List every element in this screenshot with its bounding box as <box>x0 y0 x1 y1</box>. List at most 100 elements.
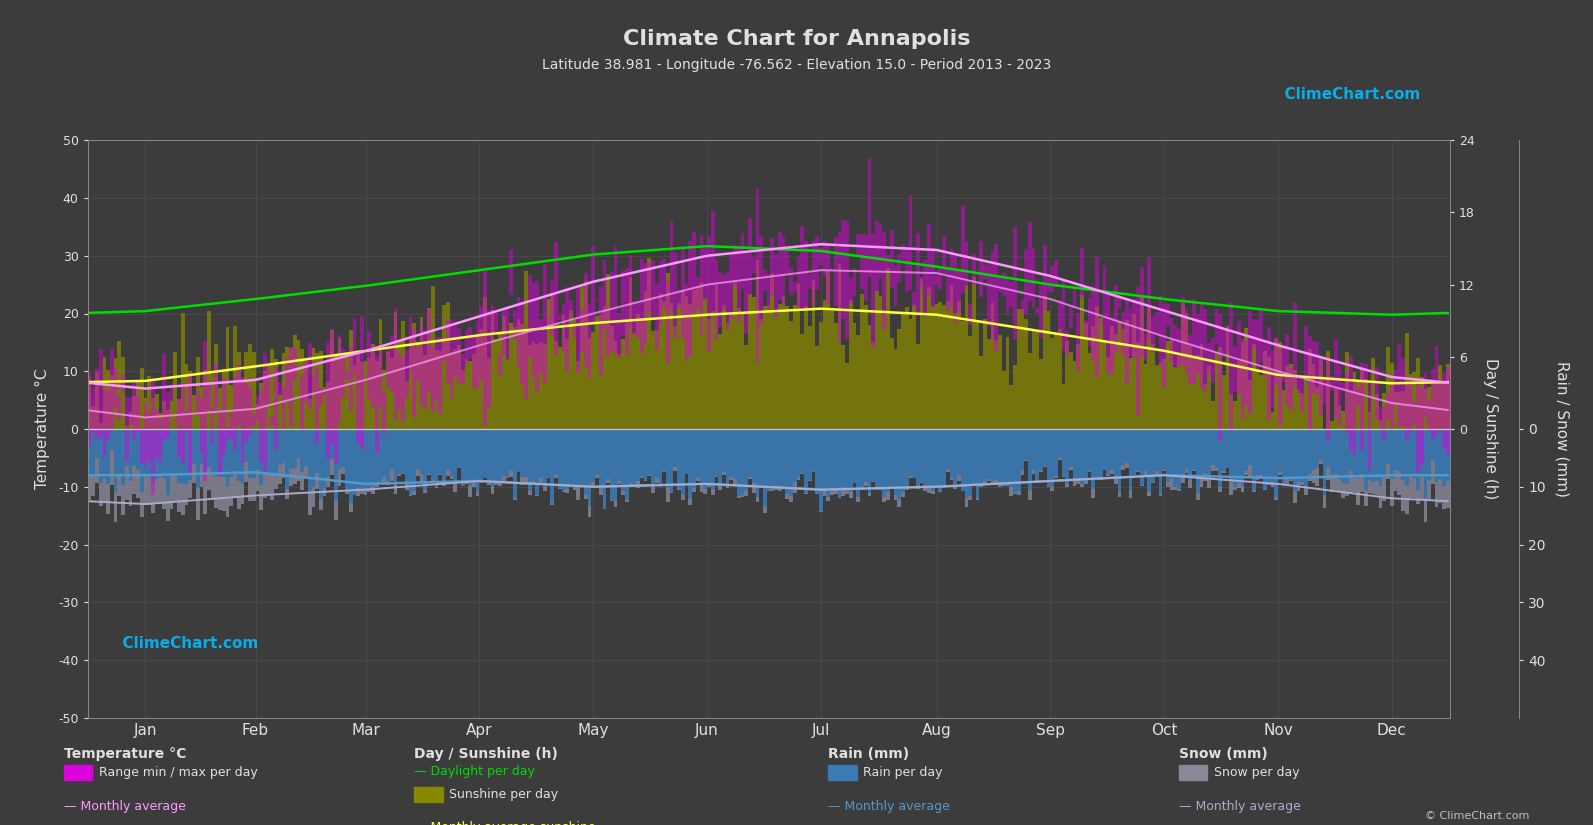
Bar <box>1099 321 1102 324</box>
Bar <box>785 249 789 274</box>
Bar <box>1094 429 1099 477</box>
Bar <box>1305 429 1308 487</box>
Bar <box>1169 318 1174 364</box>
Bar <box>741 495 744 497</box>
Bar <box>699 235 704 336</box>
Bar <box>1050 429 1055 488</box>
Bar <box>1125 429 1129 463</box>
Bar <box>1032 429 1035 470</box>
Bar <box>1207 343 1211 374</box>
Bar <box>680 246 685 338</box>
Bar <box>1005 483 1010 486</box>
Bar <box>494 429 499 483</box>
Bar <box>902 429 905 493</box>
Bar <box>341 353 346 429</box>
Bar <box>499 429 502 483</box>
Bar <box>468 361 472 429</box>
Bar <box>465 429 468 481</box>
Bar <box>143 474 147 506</box>
Bar <box>151 398 155 429</box>
Bar <box>636 314 640 429</box>
Bar <box>301 349 304 429</box>
Bar <box>699 282 704 429</box>
Bar <box>91 476 96 497</box>
Bar <box>629 429 632 483</box>
Bar <box>524 271 527 429</box>
Bar <box>1372 358 1375 429</box>
Bar <box>846 429 849 492</box>
Bar <box>177 483 182 512</box>
Bar <box>875 221 879 290</box>
Bar <box>312 348 315 429</box>
Bar <box>766 305 771 429</box>
Bar <box>1413 372 1416 429</box>
Bar <box>733 245 738 286</box>
Bar <box>196 357 199 429</box>
Bar <box>1316 468 1319 486</box>
Bar <box>1327 351 1330 429</box>
Bar <box>491 310 494 429</box>
Bar <box>1260 310 1263 363</box>
Bar <box>274 367 277 450</box>
Bar <box>755 429 760 497</box>
Bar <box>1375 394 1378 429</box>
Bar <box>174 351 177 429</box>
Bar <box>704 429 707 488</box>
Bar <box>796 477 800 479</box>
Bar <box>849 277 852 304</box>
Bar <box>465 330 468 364</box>
Bar <box>674 326 677 429</box>
Bar <box>244 462 249 482</box>
Bar <box>1394 370 1397 404</box>
Bar <box>260 389 263 462</box>
Bar <box>994 340 999 429</box>
Bar <box>946 469 949 472</box>
Bar <box>1391 363 1394 429</box>
Bar <box>386 349 390 386</box>
Bar <box>696 478 699 481</box>
Bar <box>782 429 785 487</box>
Bar <box>88 371 91 447</box>
Bar <box>972 254 977 285</box>
Bar <box>1136 342 1141 429</box>
Bar <box>905 429 908 488</box>
Bar <box>382 370 386 429</box>
Bar <box>110 450 113 485</box>
Bar <box>647 263 652 312</box>
Bar <box>1419 478 1424 498</box>
Bar <box>1397 470 1402 495</box>
Bar <box>159 476 162 502</box>
Bar <box>99 483 102 506</box>
Bar <box>669 304 674 429</box>
Bar <box>1367 412 1372 429</box>
Bar <box>1244 341 1249 406</box>
Bar <box>233 326 237 429</box>
Bar <box>438 351 443 429</box>
Bar <box>513 310 516 339</box>
Bar <box>852 267 857 295</box>
Bar <box>543 429 546 487</box>
Bar <box>1330 475 1333 492</box>
Bar <box>774 254 777 317</box>
Bar <box>1330 421 1333 429</box>
Bar <box>413 429 416 491</box>
Bar <box>566 339 569 429</box>
Bar <box>1431 369 1435 440</box>
Bar <box>905 247 908 292</box>
Bar <box>1233 429 1236 488</box>
Bar <box>304 359 307 402</box>
Bar <box>741 233 744 289</box>
Bar <box>819 429 822 512</box>
Bar <box>215 429 218 476</box>
Bar <box>771 429 774 489</box>
Bar <box>479 306 483 380</box>
Bar <box>924 261 927 316</box>
Bar <box>1446 365 1450 429</box>
Bar <box>1207 478 1211 488</box>
Bar <box>1050 266 1055 292</box>
Bar <box>1424 389 1427 429</box>
Bar <box>319 351 323 429</box>
Bar <box>871 429 875 480</box>
Bar <box>468 486 472 497</box>
Bar <box>863 482 868 486</box>
